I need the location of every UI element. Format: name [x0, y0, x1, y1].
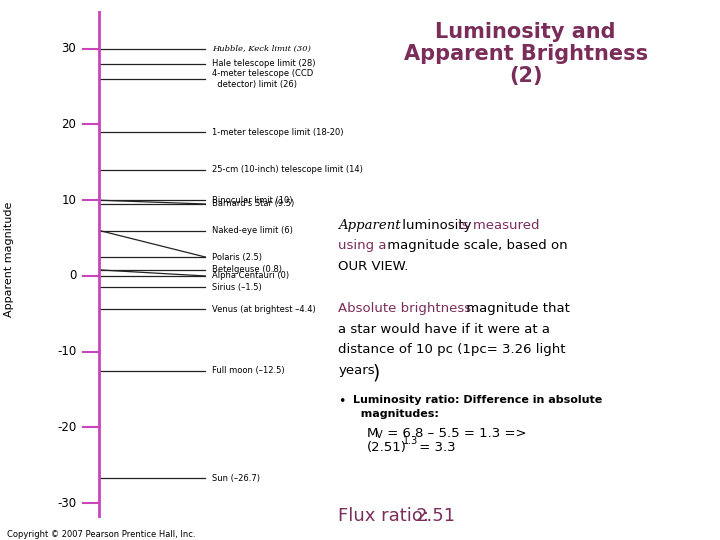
Text: -10: -10	[57, 345, 76, 358]
Text: magnitude scale, based on: magnitude scale, based on	[383, 239, 567, 252]
Text: Copyright © 2007 Pearson Prentice Hall, Inc.: Copyright © 2007 Pearson Prentice Hall, …	[7, 530, 196, 539]
Text: magnitude that: magnitude that	[462, 302, 570, 315]
Text: Apparent magnitude: Apparent magnitude	[4, 201, 14, 317]
Text: M: M	[367, 427, 379, 440]
Text: (2.51): (2.51)	[367, 441, 407, 454]
Text: years: years	[338, 364, 375, 377]
Text: Venus (at brightest –4.4): Venus (at brightest –4.4)	[212, 305, 315, 314]
Text: Betelgeuse (0.8): Betelgeuse (0.8)	[212, 265, 282, 274]
Text: 10: 10	[61, 194, 76, 207]
Text: 20: 20	[61, 118, 76, 131]
Text: Alpha Centauri (0): Alpha Centauri (0)	[212, 272, 289, 280]
Text: -30: -30	[57, 497, 76, 510]
Text: ): )	[372, 364, 379, 383]
Text: Apparent: Apparent	[338, 219, 401, 232]
Text: Flux ratio:: Flux ratio:	[338, 507, 435, 524]
Text: 0: 0	[69, 269, 76, 282]
Text: luminosity: luminosity	[398, 219, 476, 232]
Text: 25-cm (10-inch) telescope limit (14): 25-cm (10-inch) telescope limit (14)	[212, 165, 363, 174]
Text: = 6.8 – 5.5 = 1.3 =>: = 6.8 – 5.5 = 1.3 =>	[383, 427, 526, 440]
Text: 1-meter telescope limit (18-20): 1-meter telescope limit (18-20)	[212, 127, 343, 137]
Text: 2.51: 2.51	[415, 507, 456, 524]
Text: magnitudes:: magnitudes:	[353, 409, 438, 420]
Text: Sirius (–1.5): Sirius (–1.5)	[212, 283, 261, 292]
Text: -20: -20	[57, 421, 76, 434]
Text: a star would have if it were at a: a star would have if it were at a	[338, 323, 550, 336]
Text: Absolute brightness:: Absolute brightness:	[338, 302, 476, 315]
Text: 30: 30	[61, 42, 76, 55]
Text: •: •	[338, 395, 346, 408]
Text: Luminosity and
Apparent Brightness
(2): Luminosity and Apparent Brightness (2)	[403, 22, 648, 86]
Text: is measured: is measured	[458, 219, 539, 232]
Text: Barnard's Star (9.5): Barnard's Star (9.5)	[212, 199, 294, 208]
Text: 4-meter telescope (CCD
  detector) limit (26): 4-meter telescope (CCD detector) limit (…	[212, 69, 313, 89]
Text: 1.3: 1.3	[402, 436, 418, 446]
Text: Hale telescope limit (28): Hale telescope limit (28)	[212, 59, 315, 69]
Text: Naked-eye limit (6): Naked-eye limit (6)	[212, 226, 293, 235]
Text: Polaris (2.5): Polaris (2.5)	[212, 253, 262, 261]
Text: OUR VIEW.: OUR VIEW.	[338, 260, 409, 273]
Text: distance of 10 pc (1pc= 3.26 light: distance of 10 pc (1pc= 3.26 light	[338, 343, 566, 356]
Text: = 3.3: = 3.3	[415, 441, 455, 454]
Text: Full moon (–12.5): Full moon (–12.5)	[212, 366, 284, 375]
Text: Luminosity ratio: Difference in absolute: Luminosity ratio: Difference in absolute	[353, 395, 602, 406]
Text: V: V	[376, 430, 382, 441]
Text: Sun (–26.7): Sun (–26.7)	[212, 474, 260, 483]
Text: Binocular limit (10): Binocular limit (10)	[212, 195, 292, 205]
Text: using a: using a	[338, 239, 387, 252]
Text: Hubble, Keck limit (30): Hubble, Keck limit (30)	[212, 45, 311, 53]
